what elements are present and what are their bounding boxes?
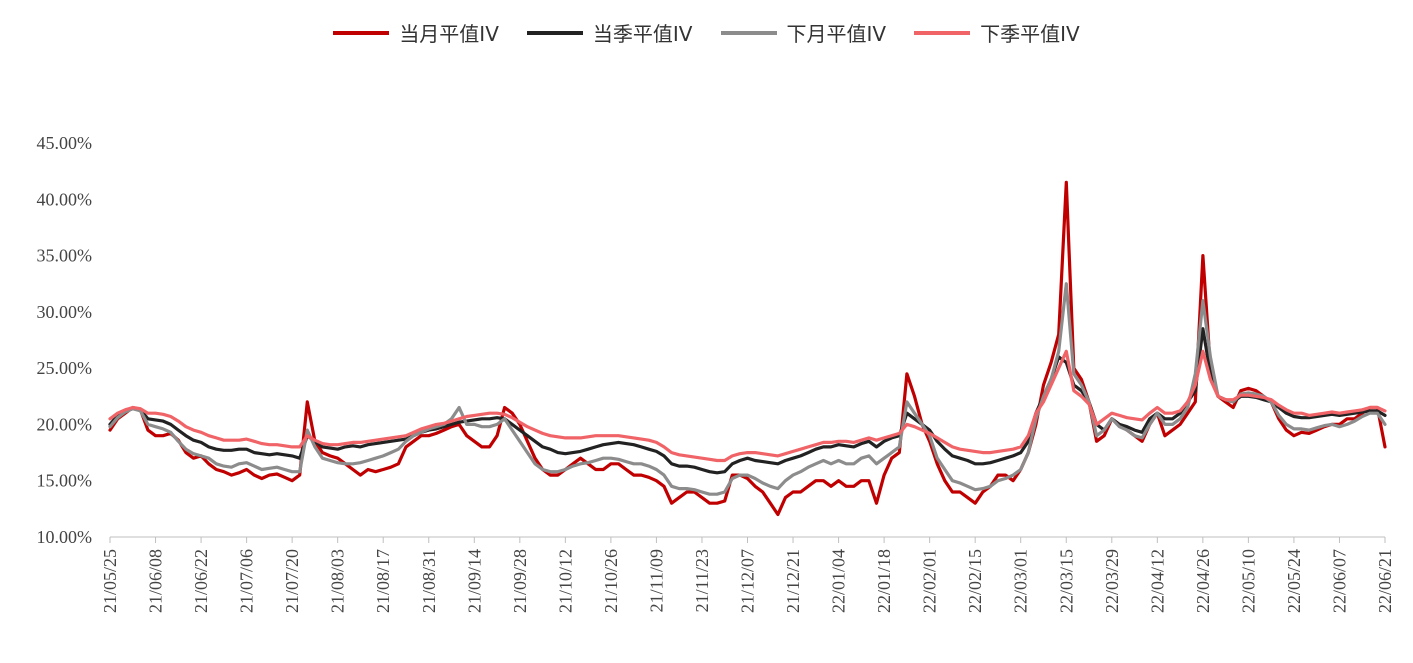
legend-item-series-2: 当季平值IV: [526, 18, 693, 47]
y-tick-label: 45.00%: [37, 133, 93, 153]
series-line-1: [108, 180, 1387, 517]
x-tick-label: 21/09/14: [464, 549, 484, 613]
y-tick-label: 20.00%: [37, 414, 93, 434]
x-tick-label: 22/06/07: [1329, 549, 1349, 613]
x-tick-label: 22/01/18: [874, 549, 894, 613]
x-tick-label: 22/02/01: [920, 549, 940, 613]
legend-item-series-1: 当月平值IV: [333, 18, 499, 47]
x-tick-label: 21/11/09: [646, 549, 666, 612]
x-tick-label: 21/08/31: [419, 549, 439, 613]
x-tick-label: 21/05/25: [100, 549, 120, 613]
x-tick-label: 21/07/06: [237, 549, 257, 613]
x-tick-label: 21/12/21: [783, 549, 803, 613]
x-tick-label: 21/08/03: [328, 549, 348, 613]
y-tick-label: 15.00%: [37, 471, 93, 491]
y-tick-label: 30.00%: [37, 302, 93, 322]
y-tick-label: 25.00%: [37, 358, 93, 378]
legend-label-series-2: 当季平值IV: [592, 22, 693, 46]
x-tick-label: 22/05/24: [1284, 549, 1304, 613]
y-tick-label: 10.00%: [37, 527, 93, 547]
x-tick-label: 21/11/23: [692, 549, 712, 612]
x-tick-label: 21/10/26: [601, 549, 621, 613]
x-tick-label: 21/08/17: [373, 549, 393, 613]
x-tick-label: 22/05/10: [1238, 549, 1258, 613]
legend-label-series-3: 下月平值IV: [786, 22, 887, 46]
y-tick-label: 40.00%: [37, 189, 93, 209]
legend-swatch-series-3: [720, 30, 777, 35]
legend-swatch-series-1: [333, 30, 390, 35]
x-tick-label: 22/06/21: [1375, 549, 1395, 613]
series-line-3: [108, 282, 1387, 496]
x-tick-label: 22/01/04: [829, 549, 849, 613]
x-tick-label: 21/06/22: [191, 549, 211, 613]
x-tick-label: 21/07/20: [282, 549, 302, 613]
x-tick-label: 22/04/12: [1147, 549, 1167, 613]
series-line-2: [108, 327, 1387, 475]
legend-item-series-3: 下月平值IV: [720, 18, 887, 47]
series-line-4: [108, 349, 1387, 463]
y-tick-label: 35.00%: [37, 246, 93, 266]
x-tick-label: 21/09/28: [510, 549, 530, 613]
x-tick-label: 22/03/01: [1011, 549, 1031, 613]
legend-item-series-4: 下季平值IV: [914, 18, 1080, 47]
legend-swatch-series-2: [526, 30, 583, 35]
x-tick-label: 22/03/29: [1102, 549, 1122, 613]
legend-swatch-series-4: [914, 30, 971, 35]
x-tick-label: 21/06/08: [146, 549, 166, 613]
legend-label-series-1: 当月平值IV: [399, 22, 499, 46]
x-tick-label: 21/10/12: [555, 549, 575, 613]
legend: 当月平值IV 当季平值IV 下月平值IV 下季平值IV: [0, 18, 1413, 47]
x-tick-label: 22/02/15: [965, 549, 985, 613]
x-tick-label: 22/04/26: [1193, 549, 1213, 613]
legend-label-series-4: 下季平值IV: [980, 22, 1080, 46]
x-tick-label: 22/03/15: [1056, 549, 1076, 613]
x-tick-label: 21/12/07: [738, 549, 758, 613]
